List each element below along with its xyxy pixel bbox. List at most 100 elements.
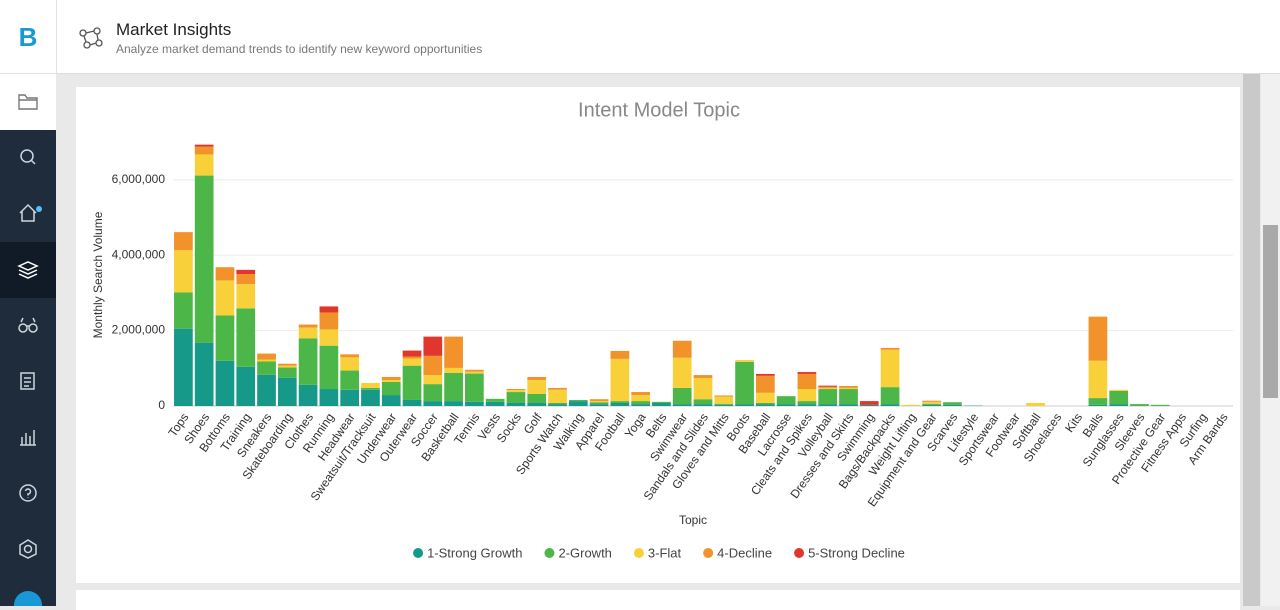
bar-segment [278, 378, 297, 406]
bar-segment [174, 232, 193, 250]
bar-segment [320, 329, 339, 345]
bar-segment [881, 350, 900, 387]
page-title: Market Insights [116, 20, 231, 40]
bar-segment [340, 357, 359, 370]
bar-segment [1109, 404, 1128, 406]
bar-segment [756, 403, 775, 404]
header-icon [77, 25, 107, 55]
bar-segment [714, 395, 733, 396]
bar-segment [673, 358, 692, 388]
logo[interactable]: B [0, 0, 56, 74]
bar-segment [798, 389, 817, 401]
bar-segment [860, 401, 879, 405]
bar-segment [881, 404, 900, 406]
bar-segment [548, 404, 567, 406]
bar-segment [1089, 317, 1108, 361]
chart: Intent Model Topic Topic Monthly Search … [76, 87, 1240, 583]
bar-segment [527, 403, 546, 406]
bar-segment [798, 404, 817, 406]
bar-segment [236, 284, 255, 308]
nav-help[interactable] [20, 485, 36, 501]
bar-segment [340, 390, 359, 406]
bar-segment [922, 404, 941, 405]
bar-segment [590, 401, 609, 402]
bar-segment [195, 343, 214, 406]
bar-segment [299, 325, 318, 328]
bar-segment [631, 404, 650, 406]
legend-marker [634, 548, 644, 558]
bar-segment [922, 401, 941, 402]
x-axis-title: Topic [679, 513, 707, 527]
legend-marker [703, 548, 713, 558]
bar-segment [777, 404, 796, 406]
bar-segment [403, 358, 422, 365]
bar-segment [216, 315, 235, 360]
legend-marker [794, 548, 804, 558]
bar-segment [507, 403, 526, 406]
nav-search[interactable] [21, 150, 35, 164]
bar-segment [735, 404, 754, 406]
bar-segment [299, 328, 318, 339]
bar-segment [320, 389, 339, 406]
bar-segment [735, 360, 754, 362]
bar-segment [673, 341, 692, 358]
bar-segment [798, 401, 817, 404]
bar-segment [818, 388, 837, 389]
bar-segment [694, 404, 713, 406]
bar-segment [756, 393, 775, 403]
nav-folder[interactable] [0, 74, 56, 130]
bar-segment [174, 329, 193, 406]
bar-segment [320, 306, 339, 312]
bar-segment [1089, 398, 1108, 405]
bar-segment [839, 404, 858, 406]
bar-segment [611, 351, 630, 359]
bar-segment [943, 402, 962, 405]
bar-segment [818, 386, 837, 387]
header: Market Insights Analyze market demand tr… [56, 0, 1280, 74]
bar-segment [465, 374, 484, 402]
bar-segment [1109, 391, 1128, 404]
nav-settings[interactable] [20, 540, 36, 558]
nav-avatar[interactable] [14, 591, 42, 606]
bar-segment [195, 145, 214, 147]
bar-segment [611, 403, 630, 406]
nav-report[interactable] [21, 373, 34, 389]
bar-segment [1026, 403, 1045, 406]
bar-segment [257, 375, 276, 406]
scroll-thumb[interactable] [1263, 225, 1278, 398]
bar-segment [569, 400, 588, 401]
bar-segment [465, 370, 484, 372]
y-tick-label: 0 [158, 398, 165, 412]
bar-segment [1109, 390, 1128, 391]
bar-segment [257, 360, 276, 362]
bar-segment [590, 404, 609, 406]
bar-segment [631, 401, 650, 404]
bar-segment [403, 351, 422, 357]
bar-segment [340, 354, 359, 357]
nav-binoculars[interactable] [19, 318, 37, 332]
bar-segment [694, 378, 713, 399]
nav-home[interactable] [20, 205, 36, 221]
bar-segment [423, 401, 442, 406]
legend-label: 1-Strong Growth [427, 545, 522, 560]
page-subtitle: Analyze market demand trends to identify… [116, 42, 482, 56]
bar-segment [403, 357, 422, 359]
bar-segment [382, 382, 401, 395]
bar-segment [195, 176, 214, 343]
bar-segment [382, 380, 401, 382]
bar-segment [216, 280, 235, 315]
bar-segment [611, 401, 630, 403]
y-tick-label: 6,000,000 [112, 172, 166, 186]
bar-segment [735, 362, 754, 404]
bar-segment [236, 274, 255, 284]
next-card [76, 590, 1240, 610]
bar-segment [756, 374, 775, 376]
bar-segment [1130, 404, 1149, 406]
bar-segment [694, 375, 713, 378]
chart-title: Intent Model Topic [578, 99, 740, 121]
bar-segment [174, 292, 193, 328]
nav-analytics[interactable] [20, 430, 36, 445]
bar-segment [860, 405, 879, 406]
bar-segment [444, 368, 463, 373]
